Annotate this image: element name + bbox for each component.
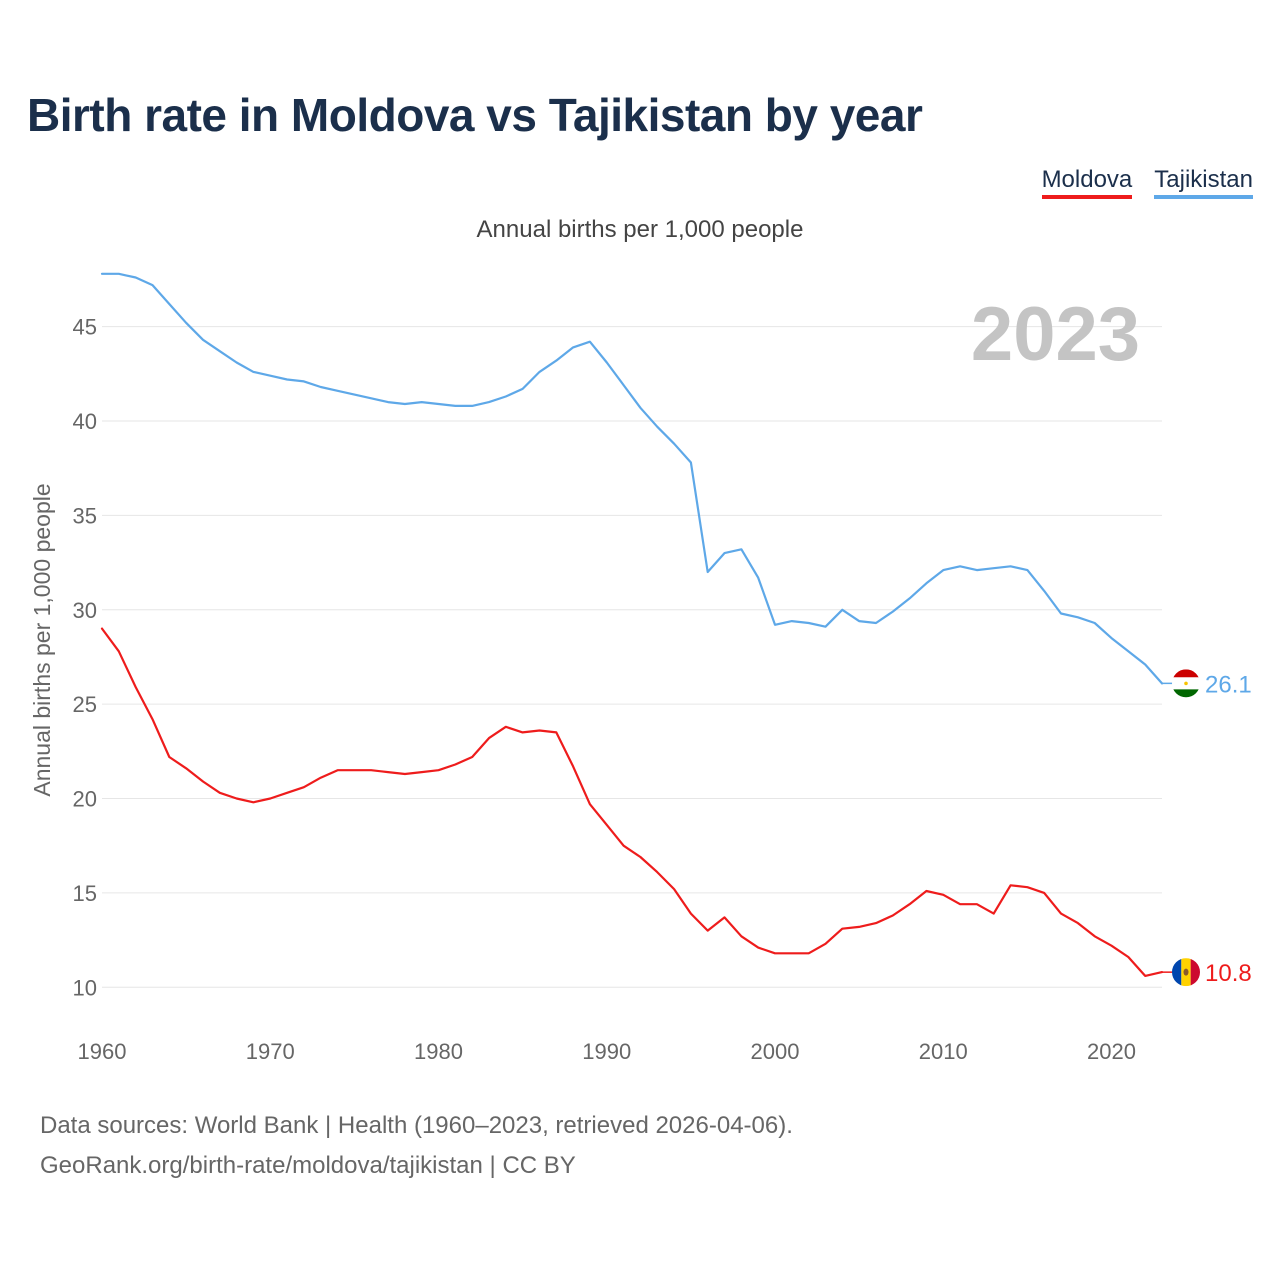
line-chart: 10 15 20 25 30 35 40 45 1960 1970 1980 1990 2000 201… xyxy=(29,272,1252,1064)
x-tick-label-2000: 2000 xyxy=(751,1039,800,1064)
end-value-label-tajikistan: 26.1 xyxy=(1205,671,1252,698)
moldova-flag-icon xyxy=(1172,958,1200,987)
y-tick-label-40: 40 xyxy=(73,409,97,434)
chart-subtitle: Annual births per 1,000 people xyxy=(476,216,804,243)
y-tick-label-20: 20 xyxy=(73,787,97,812)
x-tick-label-1990: 1990 xyxy=(582,1039,631,1064)
y-tick-label-45: 45 xyxy=(73,315,97,340)
end-markers: 10.8 26.1 xyxy=(1162,669,1252,987)
y-tick-label-15: 15 xyxy=(73,881,97,906)
x-tick-label-1970: 1970 xyxy=(246,1039,295,1064)
y-tick-label-35: 35 xyxy=(73,503,97,528)
gridlines xyxy=(102,326,1162,988)
data-source-note: Data sources: World Bank | Health (1960–… xyxy=(40,1112,793,1139)
legend-item-moldova[interactable]: Moldova xyxy=(1041,166,1133,199)
x-tick-label-2020: 2020 xyxy=(1087,1039,1136,1064)
legend: Moldova Tajikistan xyxy=(1041,166,1253,199)
x-axis-ticks: 1960 1970 1980 1990 2000 2010 2020 xyxy=(78,1039,1136,1064)
end-value-label-moldova: 10.8 xyxy=(1205,960,1252,987)
x-tick-label-1960: 1960 xyxy=(78,1039,127,1064)
y-axis-label: Annual births per 1,000 people xyxy=(29,483,55,796)
y-tick-label-30: 30 xyxy=(73,598,97,623)
chart-title: Birth rate in Moldova vs Tajikistan by y… xyxy=(27,89,923,141)
source-url[interactable]: GeoRank.org/birth-rate/moldova/tajikista… xyxy=(40,1152,576,1179)
year-watermark: 2023 xyxy=(971,292,1140,377)
y-axis-ticks: 10 15 20 25 30 35 40 45 xyxy=(73,315,97,1001)
x-tick-label-2010: 2010 xyxy=(919,1039,968,1064)
y-tick-label-25: 25 xyxy=(73,692,97,717)
legend-item-tajikistan[interactable]: Tajikistan xyxy=(1154,166,1253,199)
tajikistan-flag-icon xyxy=(1172,669,1200,698)
series-line-tajikistan xyxy=(100,272,1164,685)
footer: Data sources: World Bank | Health (1960–… xyxy=(40,1106,793,1186)
y-tick-label-10: 10 xyxy=(73,975,97,1000)
x-tick-label-1980: 1980 xyxy=(414,1039,463,1064)
series-line-moldova xyxy=(100,627,1164,978)
series-lines xyxy=(100,272,1164,978)
